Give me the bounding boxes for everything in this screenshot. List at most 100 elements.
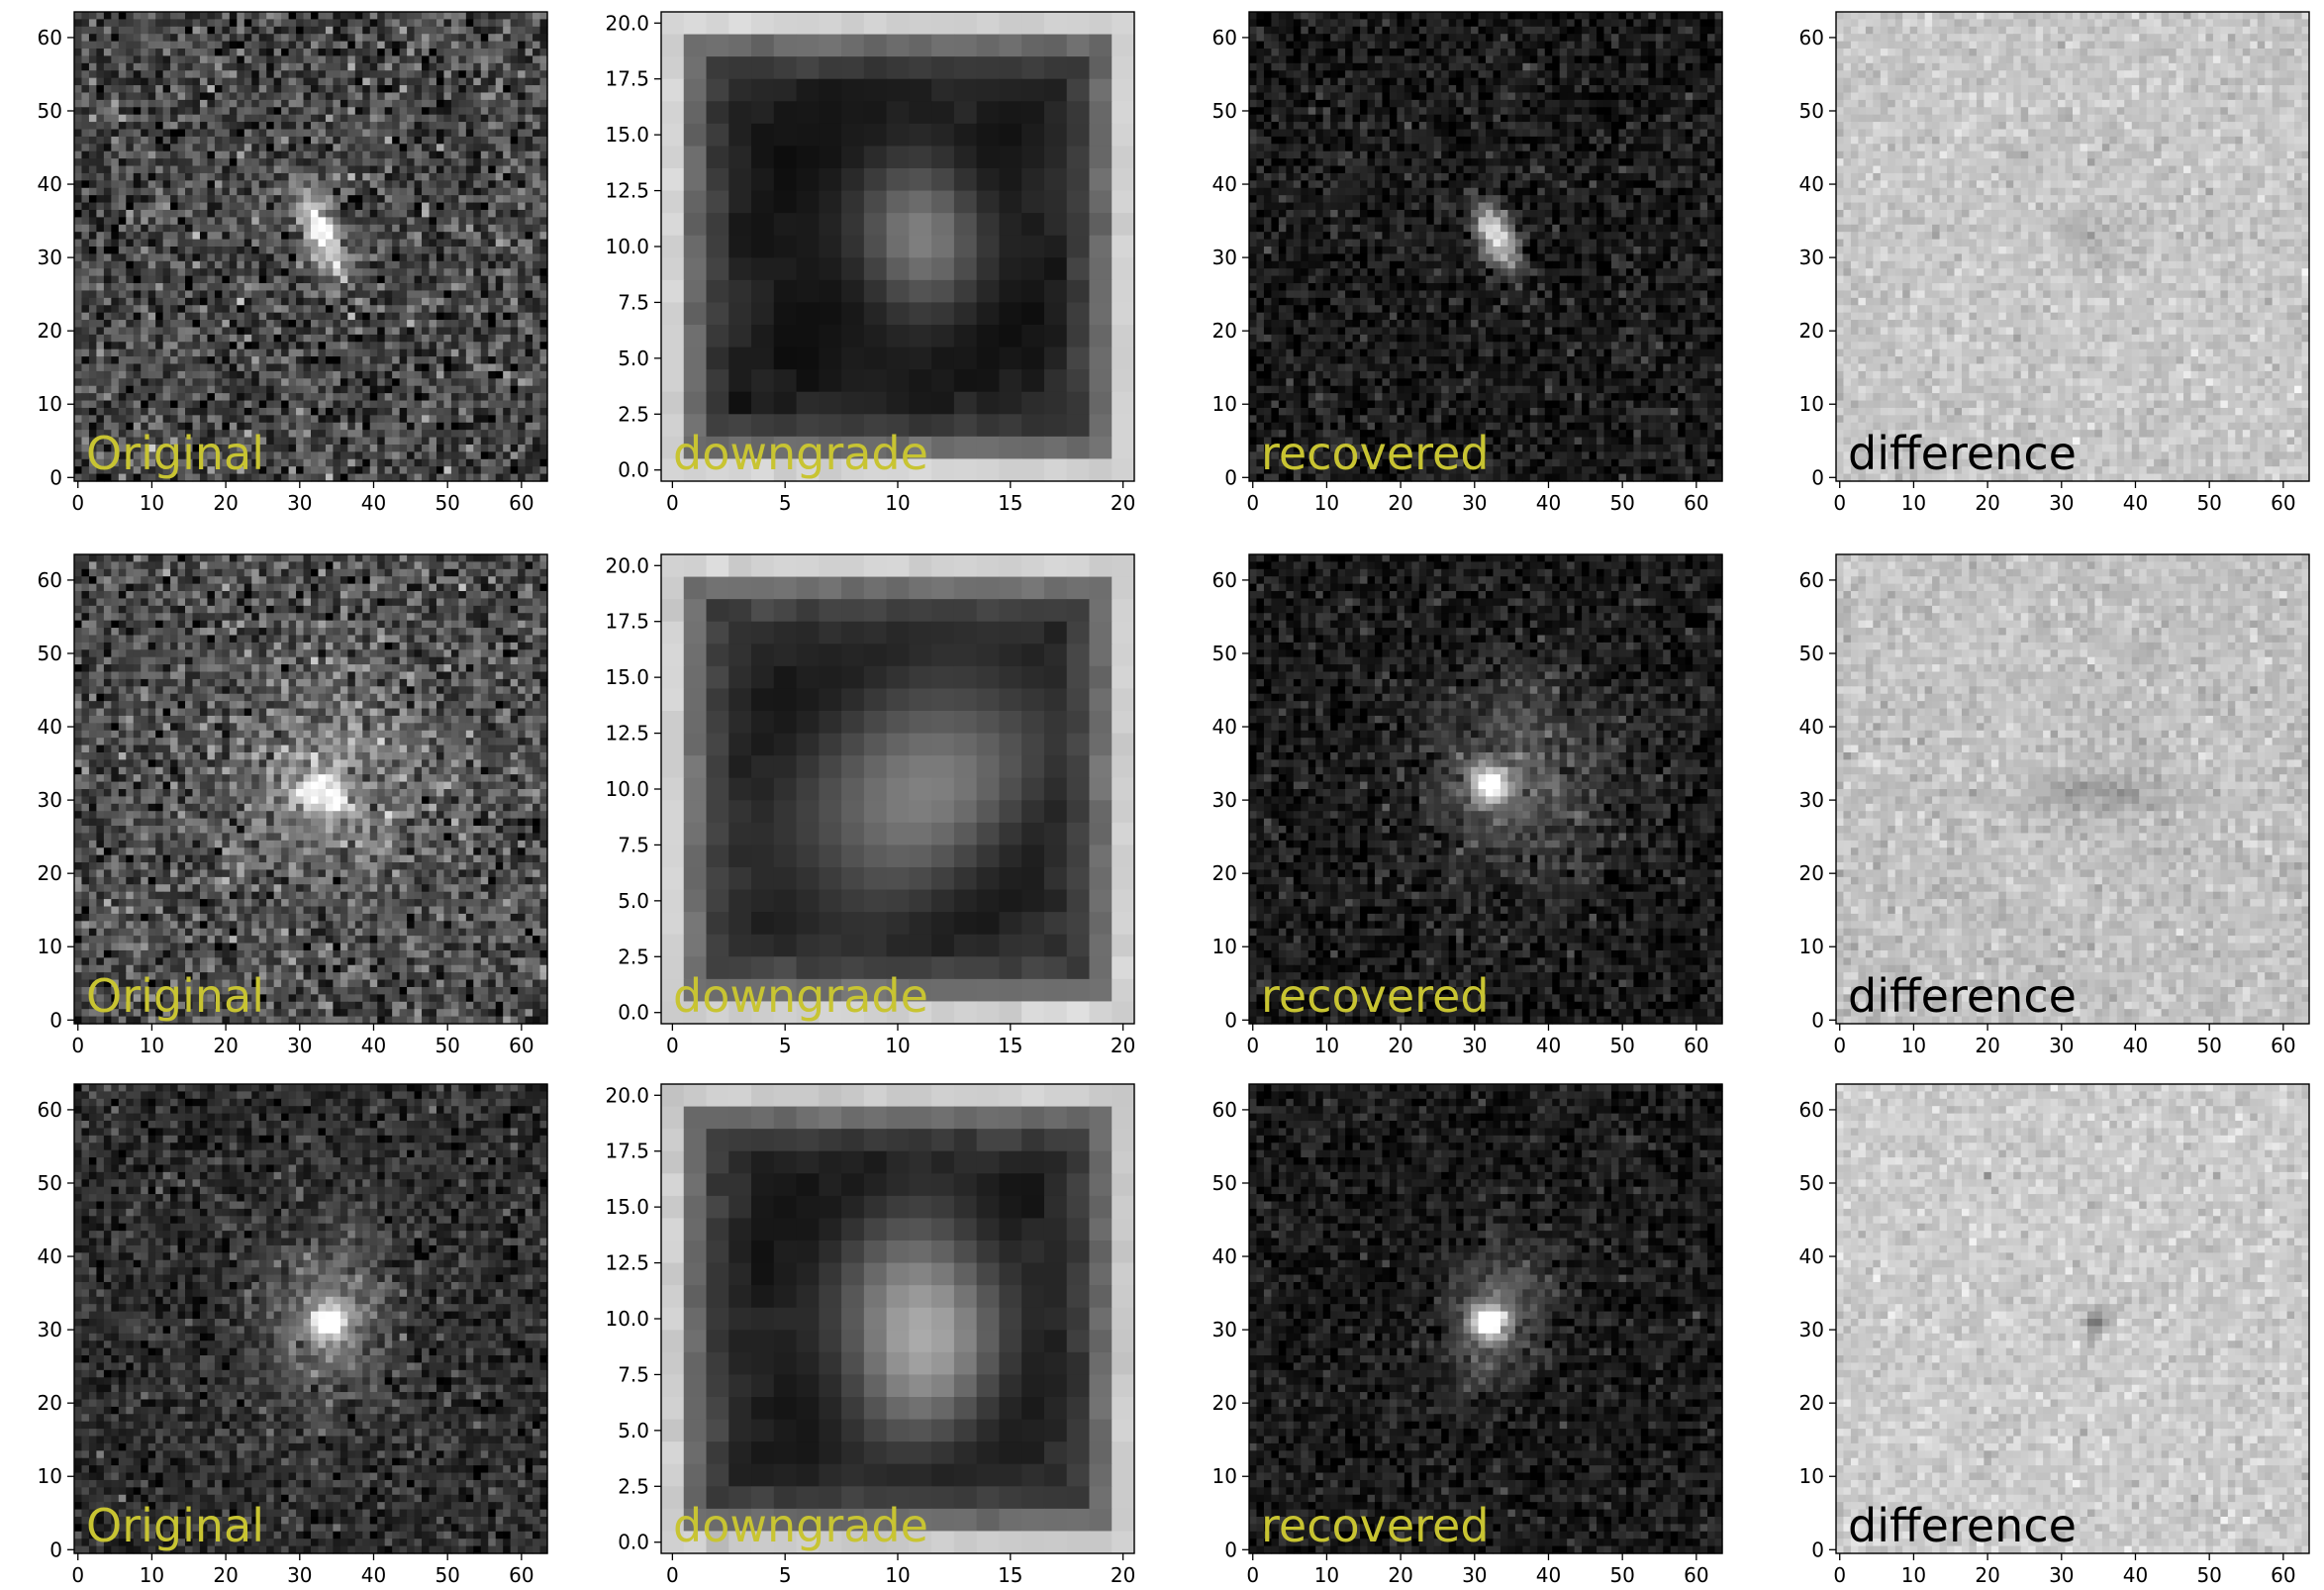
pixel [237, 122, 244, 130]
pixel [340, 327, 348, 335]
pixel [207, 225, 215, 233]
pixel [119, 305, 127, 313]
pixel [89, 261, 97, 269]
pixel [1515, 27, 1523, 35]
pixel [193, 27, 201, 35]
pixel [488, 401, 496, 409]
pixel [215, 107, 223, 115]
pixel [1464, 12, 1472, 20]
pixel [488, 49, 496, 56]
pixel [458, 393, 466, 401]
pixel [311, 203, 319, 211]
pixel [443, 122, 451, 130]
pixel [281, 42, 289, 50]
pixel [111, 203, 119, 211]
pixel [458, 313, 466, 321]
pixel [163, 137, 171, 145]
pixel [170, 408, 178, 416]
pixel [266, 144, 274, 151]
pixel [296, 276, 304, 284]
pixel [215, 203, 223, 211]
pixel [230, 137, 238, 145]
pixel [274, 225, 282, 233]
pixel [163, 342, 171, 349]
pixel [111, 386, 119, 394]
pixel [333, 232, 340, 240]
pixel [222, 63, 230, 71]
pixel [170, 12, 178, 20]
pixel [481, 283, 489, 291]
pixel [340, 386, 348, 394]
pixel [385, 459, 393, 467]
y-tick-label: 50 [38, 99, 62, 123]
pixel [193, 356, 201, 364]
pixel [407, 203, 415, 211]
pixel [318, 393, 326, 401]
pixel [422, 55, 430, 63]
pixel [473, 115, 481, 123]
pixel [304, 210, 312, 218]
pixel [222, 415, 230, 423]
pixel [296, 232, 304, 240]
pixel [400, 122, 408, 130]
pixel [178, 349, 186, 357]
pixel [119, 195, 127, 203]
pixel [304, 466, 312, 474]
pixel [274, 459, 282, 467]
pixel [436, 401, 444, 409]
pixel [155, 247, 163, 254]
pixel [1382, 19, 1390, 27]
pixel [458, 107, 466, 115]
pixel [1479, 12, 1487, 20]
pixel [74, 12, 82, 20]
pixel [415, 34, 423, 42]
pixel [661, 146, 684, 168]
pixel [1044, 369, 1067, 392]
pixel [266, 393, 274, 401]
pixel [503, 298, 511, 306]
pixel [385, 115, 393, 123]
pixel [126, 290, 134, 298]
pixel [185, 130, 193, 138]
pixel [400, 378, 408, 386]
pixel [326, 180, 334, 188]
pixel [392, 49, 400, 56]
pixel [74, 268, 82, 276]
pixel [533, 423, 540, 431]
pixel [185, 34, 193, 42]
pixel [347, 466, 355, 474]
pixel [1256, 49, 1264, 56]
pixel [134, 386, 142, 394]
pixel [104, 70, 112, 78]
pixel [119, 225, 127, 233]
pixel [274, 115, 282, 123]
pixel [326, 356, 334, 364]
pixel [407, 195, 415, 203]
pixel [443, 92, 451, 100]
pixel [392, 180, 400, 188]
pixel [274, 290, 282, 298]
pixel [296, 115, 304, 123]
pixel [496, 349, 504, 357]
pixel [1323, 27, 1331, 35]
pixel [318, 92, 326, 100]
pixel [126, 313, 134, 321]
pixel [89, 210, 97, 218]
pixel [458, 290, 466, 298]
pixel [362, 158, 370, 166]
pixel [1067, 56, 1090, 79]
pixel [377, 210, 385, 218]
pixel [237, 305, 244, 313]
pixel [333, 92, 340, 100]
pixel [511, 240, 519, 248]
pixel [1626, 42, 1634, 50]
pixel [466, 85, 474, 93]
pixel [1089, 369, 1112, 392]
pixel [178, 42, 186, 50]
pixel [466, 459, 474, 467]
pixel [841, 146, 864, 168]
pixel [185, 100, 193, 108]
pixel [1486, 19, 1494, 27]
pixel [215, 115, 223, 123]
pixel [222, 253, 230, 261]
